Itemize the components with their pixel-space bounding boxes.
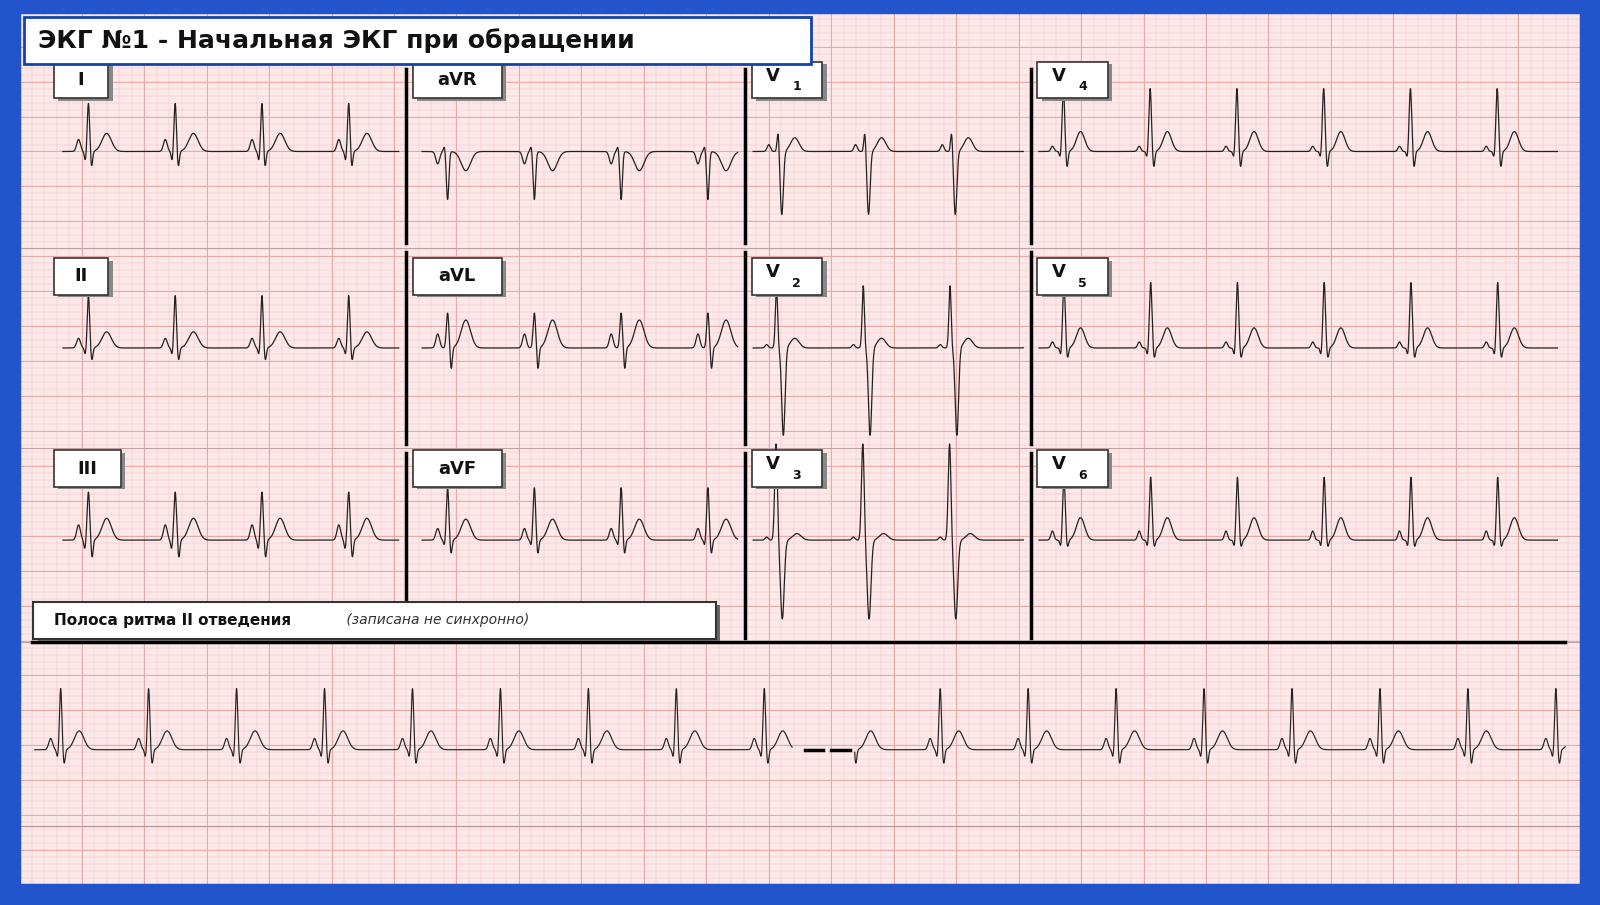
- FancyBboxPatch shape: [418, 261, 507, 298]
- Text: Полоса ритма II отведения: Полоса ритма II отведения: [53, 613, 291, 628]
- FancyBboxPatch shape: [1037, 258, 1107, 295]
- Text: 3: 3: [792, 469, 802, 482]
- FancyBboxPatch shape: [58, 452, 125, 490]
- FancyBboxPatch shape: [757, 452, 827, 490]
- Text: V: V: [1053, 67, 1066, 84]
- FancyBboxPatch shape: [413, 62, 502, 99]
- FancyBboxPatch shape: [1037, 450, 1107, 487]
- Text: 6: 6: [1078, 469, 1086, 482]
- FancyBboxPatch shape: [53, 258, 109, 295]
- Text: II: II: [74, 267, 88, 285]
- Text: 1: 1: [792, 81, 802, 93]
- Text: (записана не синхронно): (записана не синхронно): [342, 614, 530, 627]
- FancyBboxPatch shape: [757, 261, 827, 298]
- Text: aVL: aVL: [438, 267, 475, 285]
- Text: aVF: aVF: [438, 460, 477, 478]
- Text: V: V: [766, 263, 781, 281]
- FancyBboxPatch shape: [58, 64, 114, 100]
- FancyBboxPatch shape: [418, 64, 507, 100]
- FancyBboxPatch shape: [1042, 452, 1112, 490]
- Text: V: V: [1053, 455, 1066, 473]
- Text: V: V: [766, 455, 781, 473]
- FancyBboxPatch shape: [413, 450, 502, 487]
- FancyBboxPatch shape: [752, 62, 822, 99]
- FancyBboxPatch shape: [34, 602, 715, 639]
- FancyBboxPatch shape: [1042, 64, 1112, 100]
- FancyBboxPatch shape: [413, 258, 502, 295]
- FancyBboxPatch shape: [1042, 261, 1112, 298]
- FancyBboxPatch shape: [53, 450, 120, 487]
- FancyBboxPatch shape: [38, 605, 720, 642]
- FancyBboxPatch shape: [58, 261, 114, 298]
- Text: V: V: [766, 67, 781, 84]
- FancyBboxPatch shape: [757, 64, 827, 100]
- FancyBboxPatch shape: [24, 17, 811, 64]
- Text: I: I: [77, 71, 85, 89]
- Text: 5: 5: [1078, 277, 1086, 290]
- FancyBboxPatch shape: [752, 258, 822, 295]
- FancyBboxPatch shape: [752, 450, 822, 487]
- Text: ЭКГ №1 - Начальная ЭКГ при обращении: ЭКГ №1 - Начальная ЭКГ при обращении: [38, 28, 635, 53]
- Text: 2: 2: [792, 277, 802, 290]
- Text: aVR: aVR: [437, 71, 477, 89]
- Text: 4: 4: [1078, 81, 1086, 93]
- FancyBboxPatch shape: [418, 452, 507, 490]
- FancyBboxPatch shape: [53, 62, 109, 99]
- Text: V: V: [1053, 263, 1066, 281]
- FancyBboxPatch shape: [1037, 62, 1107, 99]
- Text: III: III: [77, 460, 98, 478]
